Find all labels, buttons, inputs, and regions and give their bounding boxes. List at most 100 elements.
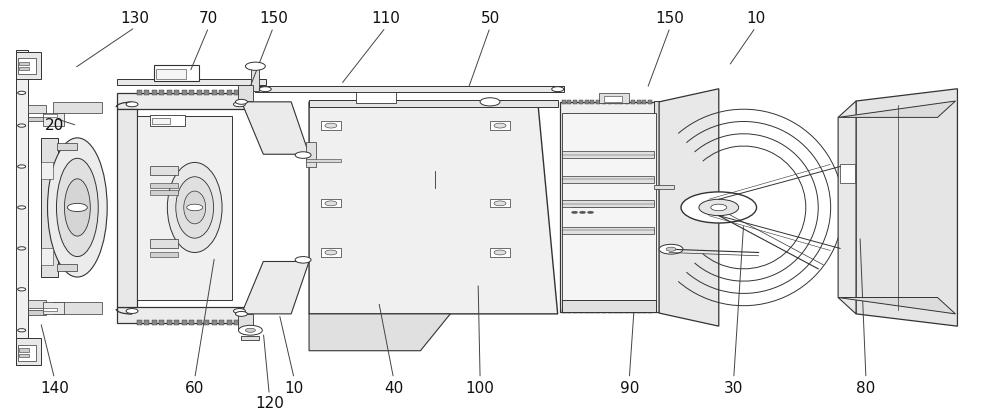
Bar bbox=[16, 52, 41, 79]
Circle shape bbox=[259, 87, 271, 92]
Bar bbox=[57, 143, 77, 150]
Bar bbox=[579, 100, 583, 104]
Bar bbox=[117, 109, 137, 307]
Bar bbox=[204, 320, 209, 325]
Bar bbox=[159, 90, 164, 95]
Bar bbox=[567, 100, 571, 104]
Text: 50: 50 bbox=[480, 11, 500, 26]
Bar bbox=[602, 100, 606, 104]
Circle shape bbox=[325, 201, 337, 206]
Circle shape bbox=[659, 244, 683, 254]
Bar bbox=[238, 84, 253, 101]
Circle shape bbox=[494, 250, 506, 255]
Bar bbox=[152, 320, 157, 325]
Circle shape bbox=[588, 211, 593, 213]
Bar bbox=[625, 309, 629, 313]
Text: 90: 90 bbox=[620, 381, 639, 396]
Text: 70: 70 bbox=[199, 11, 218, 26]
Bar bbox=[573, 100, 577, 104]
Bar bbox=[614, 100, 618, 104]
Circle shape bbox=[295, 257, 311, 263]
Bar bbox=[654, 101, 666, 189]
Bar bbox=[562, 200, 654, 208]
Bar bbox=[227, 320, 232, 325]
Bar bbox=[596, 309, 600, 313]
Bar bbox=[637, 309, 641, 313]
Polygon shape bbox=[838, 101, 856, 314]
Bar bbox=[585, 309, 589, 313]
Bar bbox=[150, 239, 178, 248]
Bar bbox=[57, 263, 77, 271]
Circle shape bbox=[187, 204, 203, 211]
Bar bbox=[642, 100, 646, 104]
Bar bbox=[604, 96, 622, 102]
Bar bbox=[602, 309, 606, 313]
Bar bbox=[356, 92, 396, 103]
Bar bbox=[167, 320, 172, 325]
Bar bbox=[144, 320, 149, 325]
Circle shape bbox=[325, 123, 337, 128]
Bar bbox=[18, 58, 36, 74]
Bar bbox=[144, 90, 149, 95]
Circle shape bbox=[494, 201, 506, 206]
Bar bbox=[16, 50, 28, 365]
Bar bbox=[490, 199, 510, 208]
Bar bbox=[28, 105, 46, 113]
Bar bbox=[596, 100, 600, 104]
Bar bbox=[28, 116, 46, 121]
Bar bbox=[631, 309, 635, 313]
Text: 140: 140 bbox=[40, 381, 69, 396]
Bar bbox=[562, 151, 654, 158]
Bar bbox=[608, 309, 612, 313]
Circle shape bbox=[126, 309, 138, 314]
Bar bbox=[137, 320, 142, 325]
Bar bbox=[590, 309, 594, 313]
Circle shape bbox=[245, 62, 265, 70]
Text: 120: 120 bbox=[255, 396, 284, 411]
Bar bbox=[234, 320, 239, 325]
Bar bbox=[562, 113, 656, 302]
Bar bbox=[631, 100, 635, 104]
Bar bbox=[159, 320, 164, 325]
Bar bbox=[321, 199, 341, 208]
Bar bbox=[567, 309, 571, 313]
Bar bbox=[255, 86, 564, 92]
Bar bbox=[321, 248, 341, 257]
Bar bbox=[19, 67, 29, 70]
Circle shape bbox=[18, 165, 26, 168]
Bar bbox=[562, 100, 566, 104]
Circle shape bbox=[238, 325, 262, 335]
Text: 10: 10 bbox=[285, 381, 304, 396]
Bar bbox=[562, 300, 656, 312]
Text: 10: 10 bbox=[746, 11, 765, 26]
Bar bbox=[197, 90, 202, 95]
Bar bbox=[306, 142, 316, 166]
Bar bbox=[321, 121, 341, 130]
Ellipse shape bbox=[167, 162, 222, 253]
Bar bbox=[654, 185, 674, 189]
Polygon shape bbox=[241, 102, 309, 154]
Text: 130: 130 bbox=[121, 11, 150, 26]
Text: 150: 150 bbox=[259, 11, 288, 26]
Bar bbox=[241, 337, 259, 340]
Ellipse shape bbox=[176, 177, 214, 238]
Bar bbox=[137, 116, 232, 300]
Bar bbox=[41, 138, 58, 277]
Ellipse shape bbox=[48, 138, 107, 277]
Ellipse shape bbox=[184, 191, 206, 224]
Text: 20: 20 bbox=[45, 118, 64, 133]
Text: 100: 100 bbox=[466, 381, 495, 396]
Bar bbox=[43, 113, 64, 126]
Bar bbox=[150, 190, 178, 195]
Bar bbox=[43, 114, 57, 117]
Bar bbox=[227, 90, 232, 95]
Bar bbox=[150, 183, 178, 188]
Circle shape bbox=[666, 247, 676, 251]
Circle shape bbox=[325, 250, 337, 255]
Bar bbox=[19, 348, 29, 352]
Bar bbox=[19, 62, 29, 65]
Bar bbox=[560, 102, 659, 312]
Bar bbox=[43, 302, 64, 314]
Bar bbox=[152, 118, 170, 124]
Bar bbox=[648, 100, 652, 104]
